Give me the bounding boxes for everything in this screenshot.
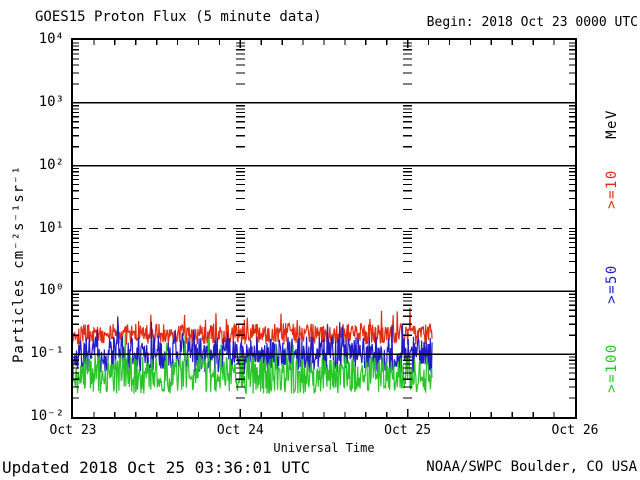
x-tick-label: Oct 26	[551, 423, 599, 438]
series-label-gte100: >=100	[604, 343, 620, 393]
y-tick-label: 10⁻¹	[30, 345, 64, 362]
series-label-gte10: >=10	[604, 169, 620, 209]
chart-title: GOES15 Proton Flux (5 minute data)	[35, 9, 322, 25]
updated-timestamp: Updated 2018 Oct 25 03:36:01 UTC	[2, 458, 311, 477]
y-tick-label: 10⁻²	[30, 408, 64, 424]
y-tick-label: 10¹	[38, 219, 64, 236]
proton-flux-plot	[71, 38, 577, 419]
x-axis-title: Universal Time	[273, 441, 375, 455]
y-tick-label: 10²	[38, 156, 64, 173]
y-tick-label: 10³	[38, 93, 64, 110]
y-tick-label: 10⁰	[38, 282, 64, 299]
x-tick-label: Oct 25	[384, 423, 432, 438]
source-attribution: NOAA/SWPC Boulder, CO USA	[426, 459, 637, 475]
x-tick-label: Oct 23	[49, 423, 97, 438]
y-tick-label: 10⁴	[38, 31, 64, 47]
begin-time-label: Begin: 2018 Oct 23 0000 UTC	[426, 15, 638, 30]
series-label-gte50: >=50	[604, 264, 620, 304]
x-tick-label: Oct 24	[216, 423, 264, 438]
